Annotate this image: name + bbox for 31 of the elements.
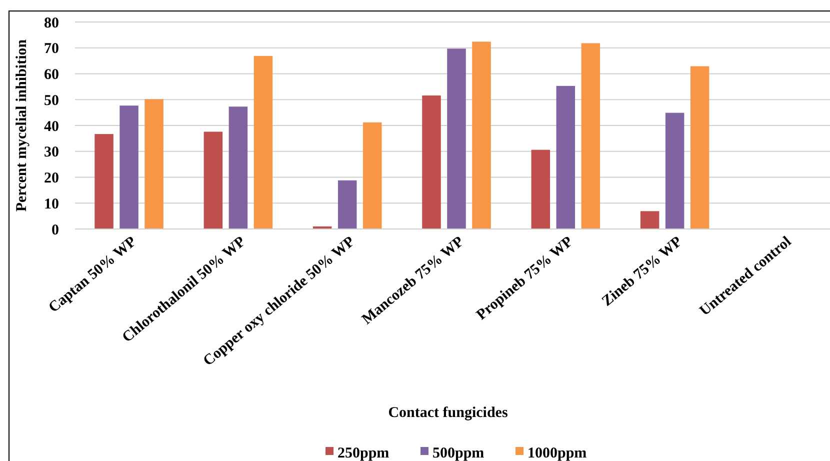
bar — [472, 42, 491, 229]
x-axis-title: Contact fungicides — [388, 405, 508, 421]
y-tick-label: 40 — [44, 118, 59, 135]
bar — [665, 112, 684, 229]
y-tick-label: 60 — [44, 67, 59, 83]
y-tick-label: 10 — [44, 196, 59, 212]
y-tick-label: 20 — [44, 170, 59, 186]
bar — [228, 106, 248, 229]
y-axis-title: Percent mycelial inhibition — [14, 38, 30, 212]
bar — [690, 66, 710, 229]
bar — [422, 95, 441, 229]
bar — [120, 106, 138, 229]
legend-label: 1000ppm — [528, 445, 588, 461]
bar — [581, 43, 600, 229]
y-tick-label: 50 — [44, 92, 59, 109]
bar — [556, 86, 576, 229]
legend-label: 250ppm — [338, 445, 390, 461]
bar — [531, 150, 550, 229]
y-tick-label: 30 — [44, 144, 59, 161]
legend-label: 500ppm — [432, 445, 485, 461]
bar — [254, 56, 273, 229]
bar — [94, 134, 114, 229]
bar — [204, 132, 223, 229]
bar — [144, 99, 164, 229]
bar — [362, 122, 382, 229]
y-tick-label: 70 — [44, 41, 59, 58]
bar — [338, 180, 357, 229]
y-tick-label: 0 — [52, 222, 59, 238]
y-tick-label: 80 — [44, 15, 59, 32]
bar — [640, 211, 660, 229]
bar — [447, 48, 466, 229]
